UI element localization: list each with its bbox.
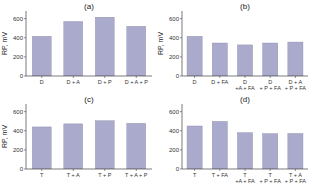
y-tick xyxy=(24,76,26,77)
bar xyxy=(288,133,303,169)
x-tick-label: T + A xyxy=(67,172,80,178)
y-tick xyxy=(24,18,26,19)
y-tick-label: 200 xyxy=(13,54,24,60)
bar xyxy=(127,123,146,169)
y-tick-label: 600 xyxy=(13,109,24,115)
y-tick xyxy=(180,76,182,77)
y-tick-label: 400 xyxy=(169,35,180,41)
bar xyxy=(187,126,202,169)
y-axis-label: RP, mV xyxy=(1,125,8,149)
x-tick-label: D + P xyxy=(98,79,112,85)
bar xyxy=(212,43,227,76)
y-tick-label: 600 xyxy=(169,109,180,115)
bars xyxy=(32,17,145,76)
title: (a) xyxy=(84,2,94,11)
x-tick-label: D + A + P xyxy=(125,79,149,85)
figure: 0200400600DD + AD + PD + A + P(a)RP, mV0… xyxy=(0,0,312,186)
x-tick-label: T + A+ P + FA xyxy=(285,172,307,184)
y-tick-label: 0 xyxy=(176,166,180,172)
x-tick-label: D xyxy=(40,79,44,85)
y-axis xyxy=(182,11,183,76)
x-tick-label: T+A + FA xyxy=(235,172,255,184)
bar xyxy=(64,22,83,76)
y-tick xyxy=(180,169,182,170)
y-tick xyxy=(24,111,26,112)
title: (d) xyxy=(240,95,250,104)
bar xyxy=(64,124,83,169)
y-axis-label: RP, mV xyxy=(157,32,164,56)
bar xyxy=(187,36,202,76)
x-tick-label: T+ P + FA xyxy=(260,172,282,184)
x-tick-label: T + FA xyxy=(212,172,229,178)
panel: 0 200 400 600 D D + FA D+A + FA D+ P + FAD + A+… xyxy=(157,2,308,91)
x-tick-label: D xyxy=(193,79,197,85)
bars xyxy=(32,121,145,169)
y-tick xyxy=(180,111,182,112)
y-axis xyxy=(26,11,27,76)
y-axis-label: RP, mV xyxy=(1,32,8,56)
x-axis xyxy=(26,76,152,77)
y-tick xyxy=(180,149,182,150)
x-tick-label: D+ P + FA xyxy=(260,79,282,91)
bar xyxy=(95,121,114,169)
x-tick-label: T + A + P xyxy=(125,172,148,178)
y-tick-label: 200 xyxy=(169,54,180,60)
bar xyxy=(95,17,114,76)
y-tick-label: 0 xyxy=(176,73,180,79)
y-axis xyxy=(182,104,183,169)
panel: 0 200 400 600 T T + FA T+A + FA T+ P + FAT + A+… xyxy=(169,95,308,184)
y-tick-label: 400 xyxy=(13,35,24,41)
x-tick-label: T + P xyxy=(98,172,112,178)
x-tick-label: T xyxy=(193,172,197,178)
x-tick-label: D + FA xyxy=(211,79,228,85)
y-tick xyxy=(24,169,26,170)
panel: 0 200 400 600 T T + A T + P T + A + P (c) RP, mV xyxy=(1,95,152,178)
y-tick xyxy=(180,130,182,131)
panel: 0 200 400 600 D D + A D + P D + A + P (a) RP, mV xyxy=(1,2,152,85)
y-tick xyxy=(180,37,182,38)
bar xyxy=(237,133,252,169)
y-tick xyxy=(24,149,26,150)
title: (c) xyxy=(84,95,94,104)
y-tick-label: 600 xyxy=(169,16,180,22)
y-tick-label: 0 xyxy=(20,166,24,172)
y-tick-label: 400 xyxy=(13,128,24,134)
bar xyxy=(237,45,252,76)
y-tick-label: 0 xyxy=(20,73,24,79)
x-tick-label: D + A+ P + FA xyxy=(285,79,307,91)
bar xyxy=(32,127,51,169)
bars xyxy=(187,36,303,76)
y-tick-label: 600 xyxy=(13,16,24,22)
y-tick xyxy=(180,18,182,19)
bar xyxy=(288,42,303,76)
y-tick xyxy=(24,37,26,38)
y-tick xyxy=(24,130,26,131)
y-tick-label: 400 xyxy=(169,128,180,134)
y-tick xyxy=(24,56,26,57)
x-tick-label: T xyxy=(40,172,44,178)
x-tick-label: D + A xyxy=(66,79,80,85)
y-axis xyxy=(26,104,27,169)
y-tick-label: 200 xyxy=(13,147,24,153)
bar xyxy=(212,121,227,169)
bar xyxy=(263,43,278,76)
x-axis xyxy=(26,169,152,170)
y-tick xyxy=(180,56,182,57)
bar xyxy=(32,36,51,76)
x-tick-label: D+A + FA xyxy=(235,79,255,91)
bar xyxy=(127,26,146,76)
bars xyxy=(187,121,303,169)
title: (b) xyxy=(240,2,250,11)
y-tick-label: 200 xyxy=(169,147,180,153)
bar xyxy=(263,134,278,169)
